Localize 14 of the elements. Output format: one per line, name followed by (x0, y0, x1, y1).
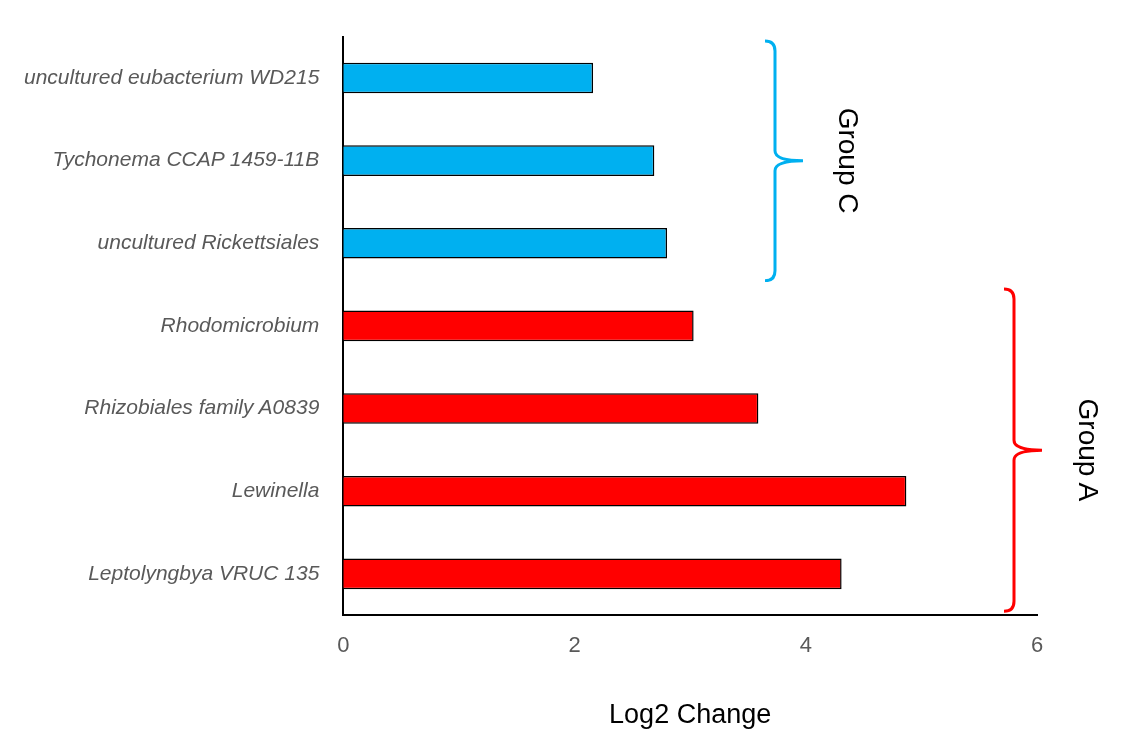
x-axis-title: Log2 Change (609, 699, 772, 730)
annotation: Group C (833, 107, 865, 214)
y-tick-label: Leptolyngbya VRUC 135 (88, 560, 320, 584)
y-tick-label: uncultured eubacterium WD215 (23, 64, 320, 88)
x-tick-label: 2 (568, 632, 581, 658)
y-tick-label: uncultured Rickettsiales (97, 230, 320, 254)
y-tick-label: Tychonema CCAP 1459-11B (52, 147, 320, 171)
x-tick-label: 4 (799, 632, 812, 658)
y-tick-label: Rhodomicrobium (160, 312, 320, 336)
y-tick-label: Lewinella (231, 478, 320, 502)
x-tick-label: 6 (1030, 632, 1044, 658)
x-tick-label: 0 (337, 632, 350, 658)
y-tick-label: Rhizobiales family A0839 (84, 395, 320, 419)
text: Group A (1072, 398, 1104, 502)
